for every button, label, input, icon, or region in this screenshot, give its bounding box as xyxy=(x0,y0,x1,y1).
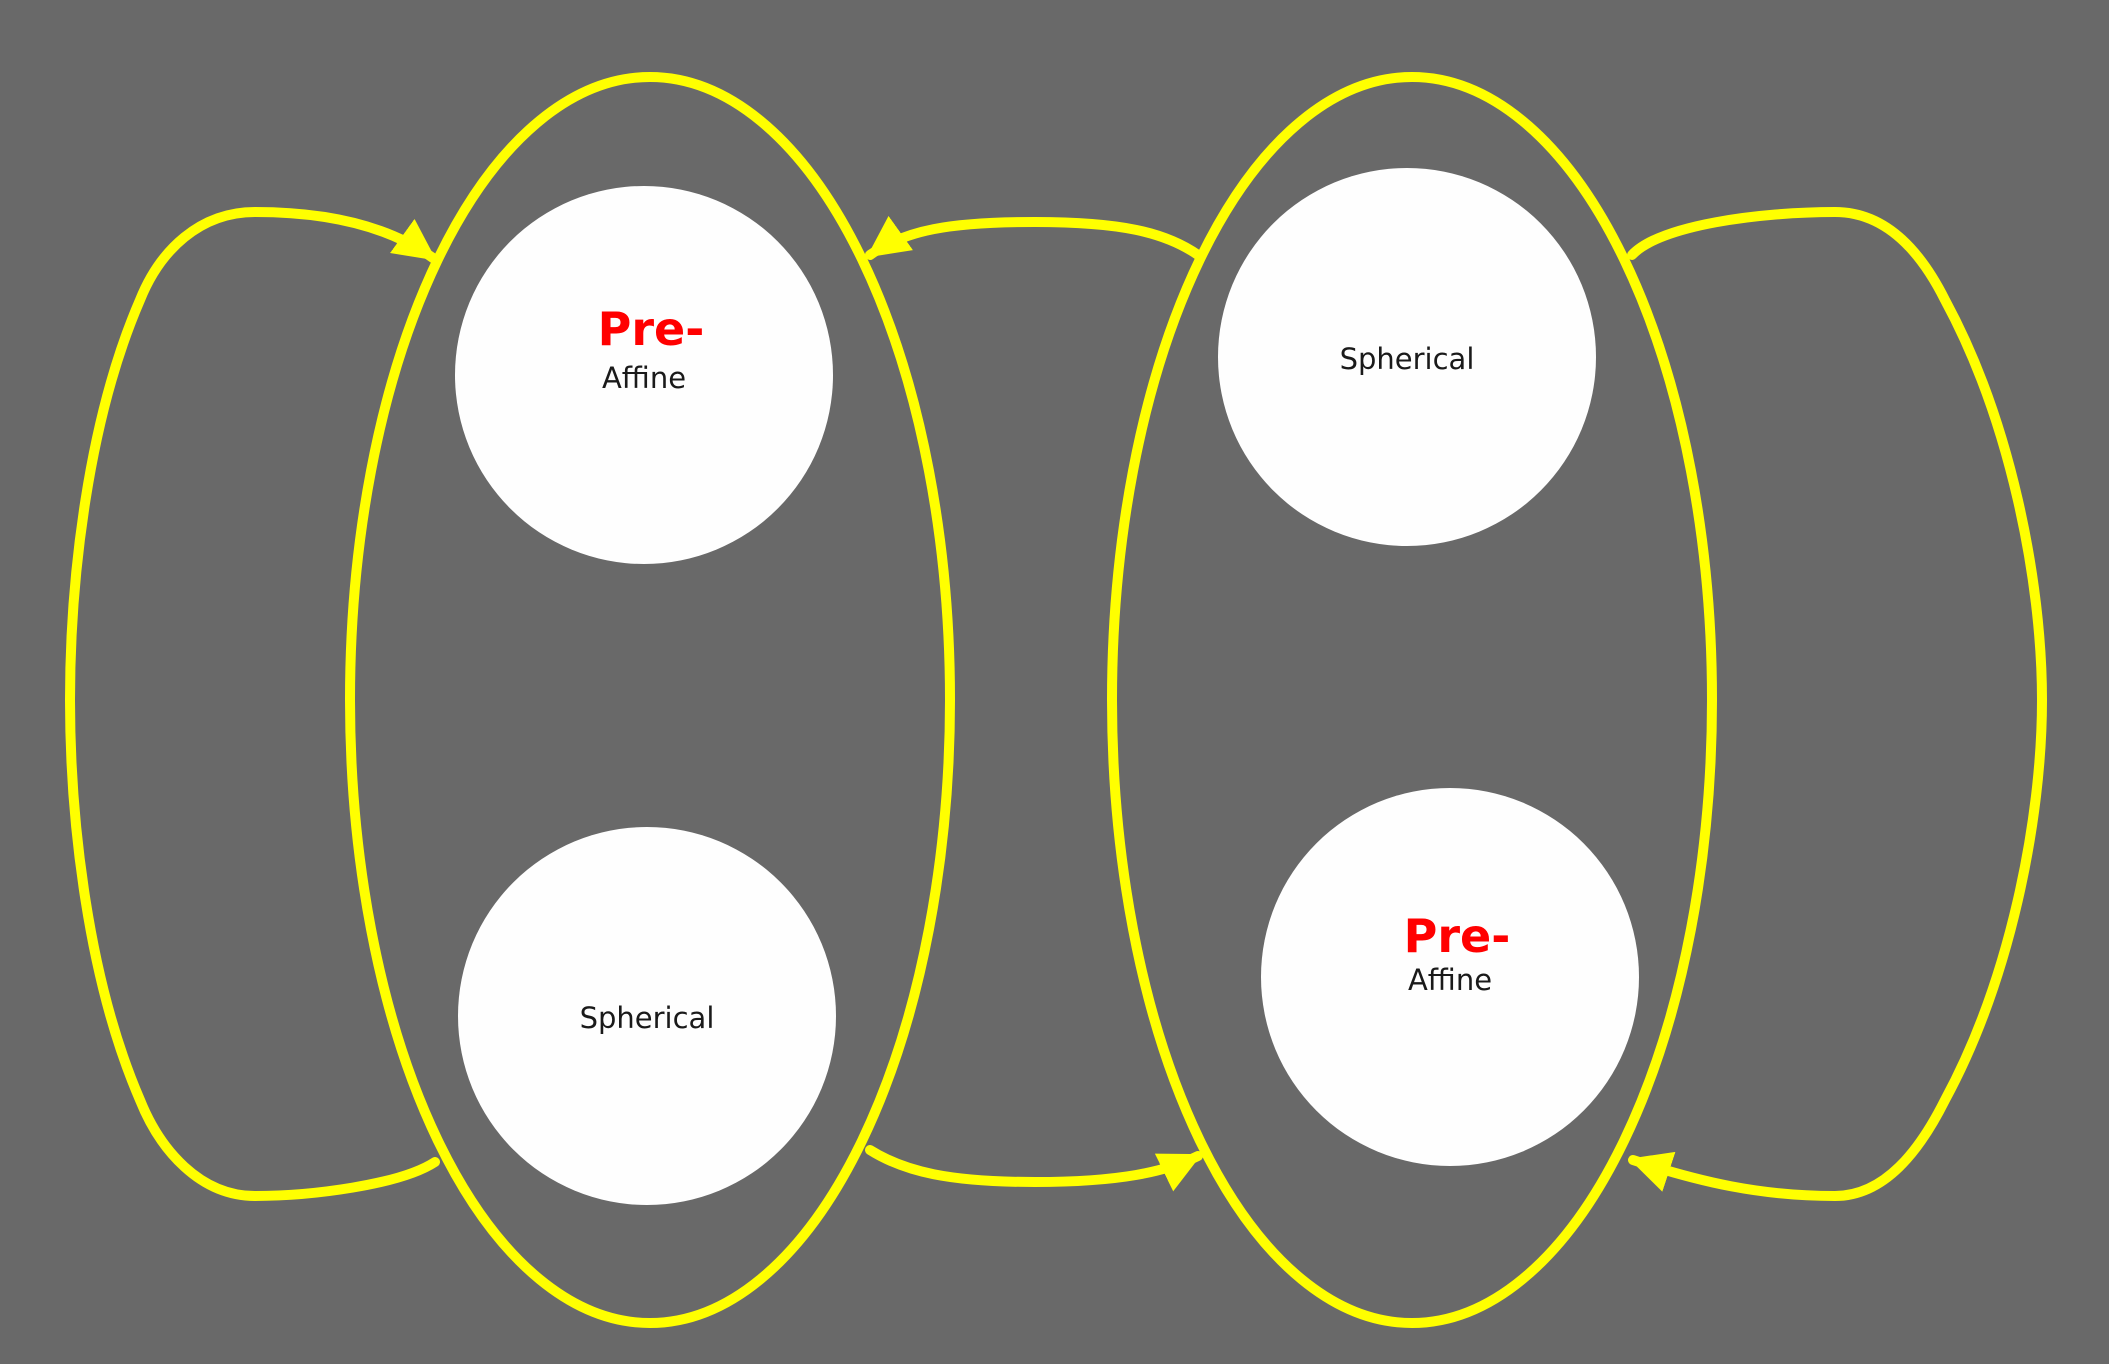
group-ellipse-left xyxy=(345,72,955,1328)
group-ellipse-right xyxy=(1107,72,1717,1328)
node-left-top: Pre- Affine xyxy=(455,186,833,564)
transfer-arrow-bottom xyxy=(865,1145,1203,1192)
node-left-bottom: Spherical xyxy=(458,827,836,1205)
loop-arrow-right xyxy=(1627,206,2048,1202)
loop-arrow-left xyxy=(64,206,440,1202)
node-right-bottom: Pre- Affine xyxy=(1261,788,1639,1166)
node-left-top-label: Affine xyxy=(602,361,686,395)
node-right-bottom-highlight: Pre- xyxy=(1404,909,1511,963)
node-left-bottom-label: Spherical xyxy=(580,1001,715,1035)
node-right-bottom-label: Affine xyxy=(1408,963,1492,997)
node-left-top-highlight: Pre- xyxy=(598,302,705,356)
node-right-top-label: Spherical xyxy=(1340,342,1475,376)
node-right-top: Spherical xyxy=(1218,168,1596,546)
transfer-arrow-top xyxy=(865,215,1203,260)
